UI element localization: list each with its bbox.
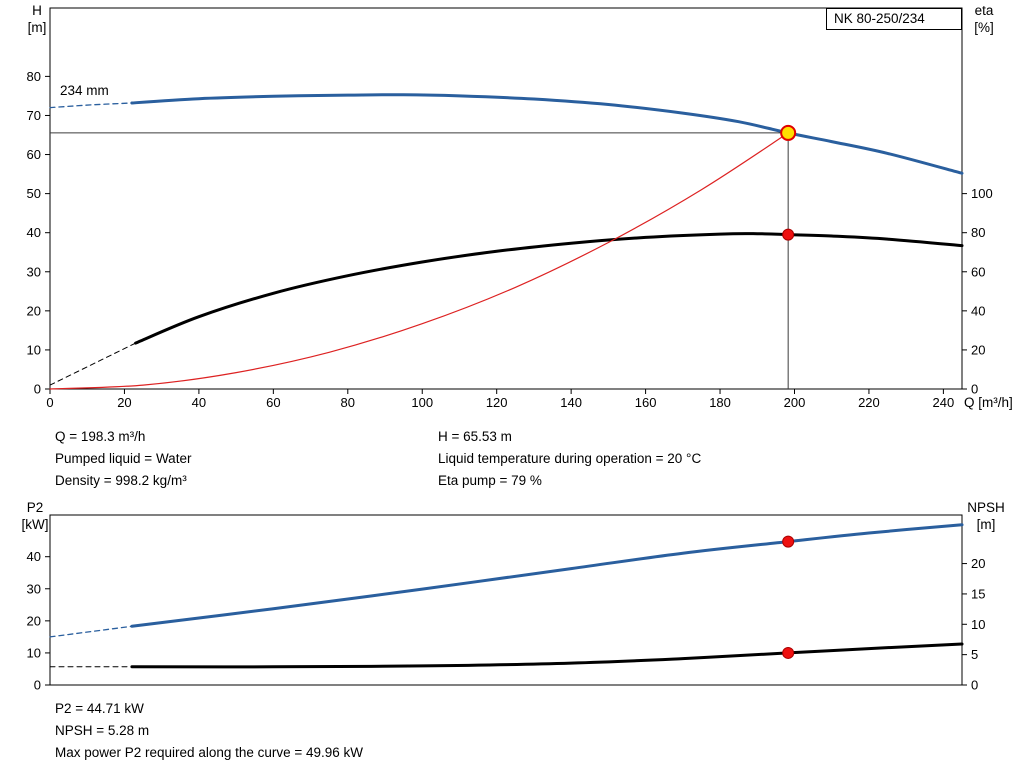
x-tick-label: 200	[784, 395, 806, 410]
x-tick-label: 140	[560, 395, 582, 410]
right-tick-label: 20	[971, 556, 985, 571]
right-tick-label: 10	[971, 617, 985, 632]
system-curve[interactable]	[49, 132, 789, 390]
pump-name-box: NK 80-250/234	[826, 8, 962, 30]
eta-axis-unit: [%]	[974, 20, 994, 35]
x-tick-label: 80	[341, 395, 355, 410]
right-tick-label: 100	[971, 186, 993, 201]
p2-value: P2 = 44.71 kW	[55, 701, 144, 716]
head-curve-extrapolated[interactable]	[49, 102, 133, 109]
npsh-axis-title: NPSH	[967, 500, 1005, 515]
info-panel-bottom: P2 = 44.71 kW NPSH = 5.28 m Max power P2…	[55, 698, 363, 764]
left-tick-label: 50	[27, 186, 41, 201]
info-panel-top-right: H = 65.53 m Liquid temperature during op…	[438, 426, 701, 492]
left-tick-label: 20	[27, 303, 41, 318]
head-value: H = 65.53 m	[438, 429, 512, 444]
h-axis-unit: [m]	[27, 20, 47, 35]
npsh-curve[interactable]	[130, 642, 964, 669]
right-tick-label: 0	[971, 678, 978, 693]
eta-pump-value: Eta pump = 79 %	[438, 473, 542, 488]
left-tick-label: 10	[27, 342, 41, 357]
x-tick-label: 120	[486, 395, 508, 410]
left-tick-label: 40	[27, 225, 41, 240]
x-tick-label: 180	[709, 395, 731, 410]
h-axis-title: H	[32, 3, 42, 18]
npsh-value: NPSH = 5.28 m	[55, 723, 150, 738]
x-tick-label: 60	[266, 395, 280, 410]
left-tick-label: 0	[34, 382, 41, 397]
left-tick-label: 30	[27, 264, 41, 279]
p2-npsh-chart-frame	[49, 514, 963, 686]
right-tick-label: 80	[971, 225, 985, 240]
left-tick-label: 40	[27, 549, 41, 564]
p2-npsh-chart[interactable]: 0 10 20 30 40 0 5 10 15 20	[27, 514, 986, 693]
x-tick-label: 240	[933, 395, 955, 410]
left-tick-label: 0	[34, 678, 41, 693]
left-tick-label: 30	[27, 581, 41, 596]
x-tick-label: 40	[192, 395, 206, 410]
head-eta-chart[interactable]: 0 10 20 30 40 50 60 70 80 0 20 40 60 80 100 0 20 40 60 80 10…	[27, 7, 993, 410]
max-power-value: Max power P2 required along the curve = …	[55, 745, 364, 760]
eta-curve-extrapolated[interactable]	[49, 342, 137, 386]
head-eta-chart-frame	[49, 7, 963, 390]
p2-axis-title: P2	[26, 500, 44, 515]
npsh-axis-unit: [m]	[976, 517, 996, 532]
p2-point-marker[interactable]	[782, 535, 795, 548]
right-tick-label: 20	[971, 342, 985, 357]
right-tick-label: 5	[971, 647, 978, 662]
p2-curve-extrapolated[interactable]	[49, 625, 133, 638]
x-tick-label: 0	[46, 395, 53, 410]
x-tick-label: 220	[858, 395, 880, 410]
info-panel-top-left: Q = 198.3 m³/h Pumped liquid = Water Den…	[55, 426, 191, 492]
left-tick-label: 20	[27, 613, 41, 628]
eta-point-marker[interactable]	[782, 228, 795, 241]
impeller-diameter-label: 234 mm	[60, 83, 109, 98]
pumped-liquid-value: Pumped liquid = Water	[55, 451, 192, 466]
x-tick-label: 100	[411, 395, 433, 410]
right-tick-label: 60	[971, 264, 985, 279]
p2-curve[interactable]	[130, 523, 964, 628]
right-tick-label: 15	[971, 586, 985, 601]
right-tick-label: 40	[971, 303, 985, 318]
duty-point-marker[interactable]	[780, 124, 797, 141]
npsh-point-marker[interactable]	[782, 646, 795, 659]
left-tick-label: 80	[27, 69, 41, 84]
left-tick-label: 60	[27, 147, 41, 162]
left-tick-label: 10	[27, 645, 41, 660]
q-axis-title: Q [m³/h]	[964, 395, 1013, 410]
p2-axis-unit: [kW]	[21, 517, 49, 532]
liquid-temperature-value: Liquid temperature during operation = 20…	[438, 451, 702, 466]
left-tick-label: 70	[27, 108, 41, 123]
head-curve[interactable]	[130, 93, 964, 175]
x-tick-label: 160	[635, 395, 657, 410]
right-tick-label: 0	[971, 382, 978, 397]
eta-curve[interactable]	[134, 232, 964, 345]
eta-axis-title: eta	[974, 3, 994, 18]
flow-value: Q = 198.3 m³/h	[55, 429, 146, 444]
x-tick-label: 20	[117, 395, 131, 410]
density-value: Density = 998.2 kg/m³	[55, 473, 187, 488]
